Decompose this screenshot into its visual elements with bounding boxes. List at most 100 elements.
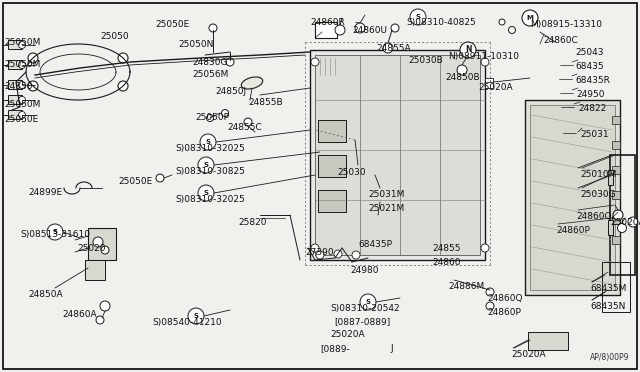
Circle shape — [198, 185, 214, 201]
Bar — [612, 166, 620, 174]
Circle shape — [221, 109, 228, 116]
Text: 24980: 24980 — [350, 266, 378, 275]
Text: 24899E: 24899E — [28, 188, 62, 197]
Circle shape — [391, 24, 399, 32]
Bar — [315, 22, 337, 38]
Circle shape — [19, 81, 26, 89]
Text: 68435P: 68435P — [358, 240, 392, 249]
Text: [0887-0889]: [0887-0889] — [334, 317, 390, 326]
Ellipse shape — [241, 77, 263, 89]
Circle shape — [355, 23, 365, 33]
Bar — [612, 116, 620, 124]
Text: 27390: 27390 — [305, 248, 333, 257]
Text: AP/8)00P9: AP/8)00P9 — [590, 353, 630, 362]
Bar — [608, 220, 613, 235]
Circle shape — [522, 10, 538, 26]
Circle shape — [244, 118, 252, 126]
Bar — [85, 260, 105, 280]
Text: 24822: 24822 — [578, 104, 606, 113]
Text: S: S — [205, 139, 211, 145]
Text: 68435N: 68435N — [590, 302, 625, 311]
Text: 24860P: 24860P — [487, 308, 521, 317]
Text: 25020: 25020 — [77, 244, 106, 253]
Circle shape — [226, 58, 234, 66]
Text: 24860C: 24860C — [543, 36, 578, 45]
Bar — [8, 80, 22, 89]
Circle shape — [209, 24, 217, 32]
Text: 25820: 25820 — [238, 218, 266, 227]
Circle shape — [93, 237, 103, 247]
Text: S: S — [193, 313, 198, 319]
Circle shape — [28, 81, 38, 91]
Circle shape — [618, 224, 627, 232]
Circle shape — [352, 251, 360, 259]
Circle shape — [481, 244, 489, 252]
Text: N)08911-10310: N)08911-10310 — [448, 52, 519, 61]
Circle shape — [360, 294, 376, 310]
Bar — [612, 236, 620, 244]
Circle shape — [334, 250, 342, 258]
Bar — [310, 50, 485, 260]
Text: 24830G: 24830G — [192, 58, 227, 67]
Circle shape — [311, 244, 319, 252]
Text: 24850J: 24850J — [215, 87, 246, 96]
Text: S)08310-20542: S)08310-20542 — [330, 304, 399, 313]
Bar — [608, 170, 613, 185]
Text: S)08513-31610: S)08513-31610 — [20, 230, 90, 239]
Bar — [602, 262, 630, 312]
Text: 25020A: 25020A — [330, 330, 365, 339]
Text: 25030: 25030 — [337, 168, 365, 177]
Text: S)08540-41210: S)08540-41210 — [152, 318, 221, 327]
Text: 24855: 24855 — [432, 244, 461, 253]
Text: S: S — [52, 229, 58, 235]
Bar — [8, 95, 22, 104]
Bar — [318, 190, 346, 212]
Bar — [8, 60, 22, 69]
Text: 24860P: 24860P — [556, 226, 590, 235]
Circle shape — [460, 42, 476, 58]
Circle shape — [101, 246, 109, 254]
Bar — [612, 216, 620, 224]
Text: 25050P: 25050P — [195, 113, 229, 122]
Circle shape — [96, 316, 104, 324]
Circle shape — [100, 301, 110, 311]
Text: 24850: 24850 — [4, 82, 33, 91]
Text: 24855B: 24855B — [248, 98, 283, 107]
Text: 25020A: 25020A — [511, 350, 546, 359]
Bar — [88, 228, 116, 260]
Text: 25031M: 25031M — [368, 190, 404, 199]
Text: S: S — [365, 299, 371, 305]
Text: 25030G: 25030G — [580, 190, 616, 199]
Text: S: S — [415, 14, 420, 20]
Text: M: M — [527, 15, 533, 21]
Text: M)08915-13310: M)08915-13310 — [530, 20, 602, 29]
Bar — [612, 141, 620, 149]
Circle shape — [457, 65, 467, 75]
Text: 24860U: 24860U — [352, 26, 387, 35]
Circle shape — [188, 308, 204, 324]
Text: S)08310-32025: S)08310-32025 — [175, 144, 244, 153]
Text: 24860Q: 24860Q — [576, 212, 611, 221]
Text: 25020A: 25020A — [478, 83, 513, 92]
Circle shape — [19, 42, 26, 48]
Text: J: J — [390, 344, 392, 353]
Bar — [315, 55, 480, 255]
Bar — [8, 40, 22, 49]
Text: 24855A: 24855A — [376, 44, 411, 53]
Text: 25050N: 25050N — [178, 40, 213, 49]
Text: 68435M: 68435M — [590, 284, 627, 293]
Text: S: S — [204, 162, 209, 168]
Circle shape — [499, 19, 505, 25]
Text: S)08310-32025: S)08310-32025 — [175, 195, 244, 204]
Circle shape — [509, 26, 515, 33]
Text: 25031: 25031 — [580, 130, 609, 139]
Text: 25050E: 25050E — [118, 177, 152, 186]
Circle shape — [613, 210, 623, 220]
Circle shape — [207, 115, 214, 122]
Circle shape — [200, 134, 216, 150]
Text: S)08310-40825: S)08310-40825 — [406, 18, 476, 27]
Text: 68435: 68435 — [575, 62, 604, 71]
Text: 24850A: 24850A — [28, 290, 63, 299]
Circle shape — [481, 58, 489, 66]
Circle shape — [486, 288, 494, 296]
